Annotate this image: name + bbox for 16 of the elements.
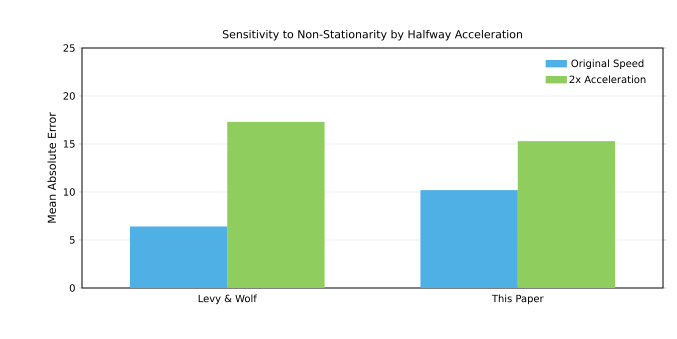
y-axis-title: Mean Absolute Error — [47, 112, 56, 223]
y-tick-label: 25 — [64, 44, 75, 52]
x-tick-label: This Paper — [492, 294, 544, 304]
legend-label: 2x Acceleration — [570, 75, 646, 84]
bar — [518, 141, 616, 288]
legend-label: Original Speed — [571, 59, 644, 70]
bar — [420, 190, 518, 288]
y-tick-label: 20 — [64, 92, 75, 100]
y-tick-label: 0 — [70, 284, 75, 292]
y-tick-label: 15 — [64, 140, 75, 148]
y-tick-label: 5 — [70, 236, 75, 244]
bar — [130, 226, 228, 288]
bar — [227, 122, 325, 288]
x-tick-label: Levy & Wolf — [198, 294, 257, 304]
y-tick-label: 10 — [64, 188, 75, 196]
chart-title: Sensitivity to Non-Stationarity by Halfway Acceleration — [222, 30, 522, 40]
